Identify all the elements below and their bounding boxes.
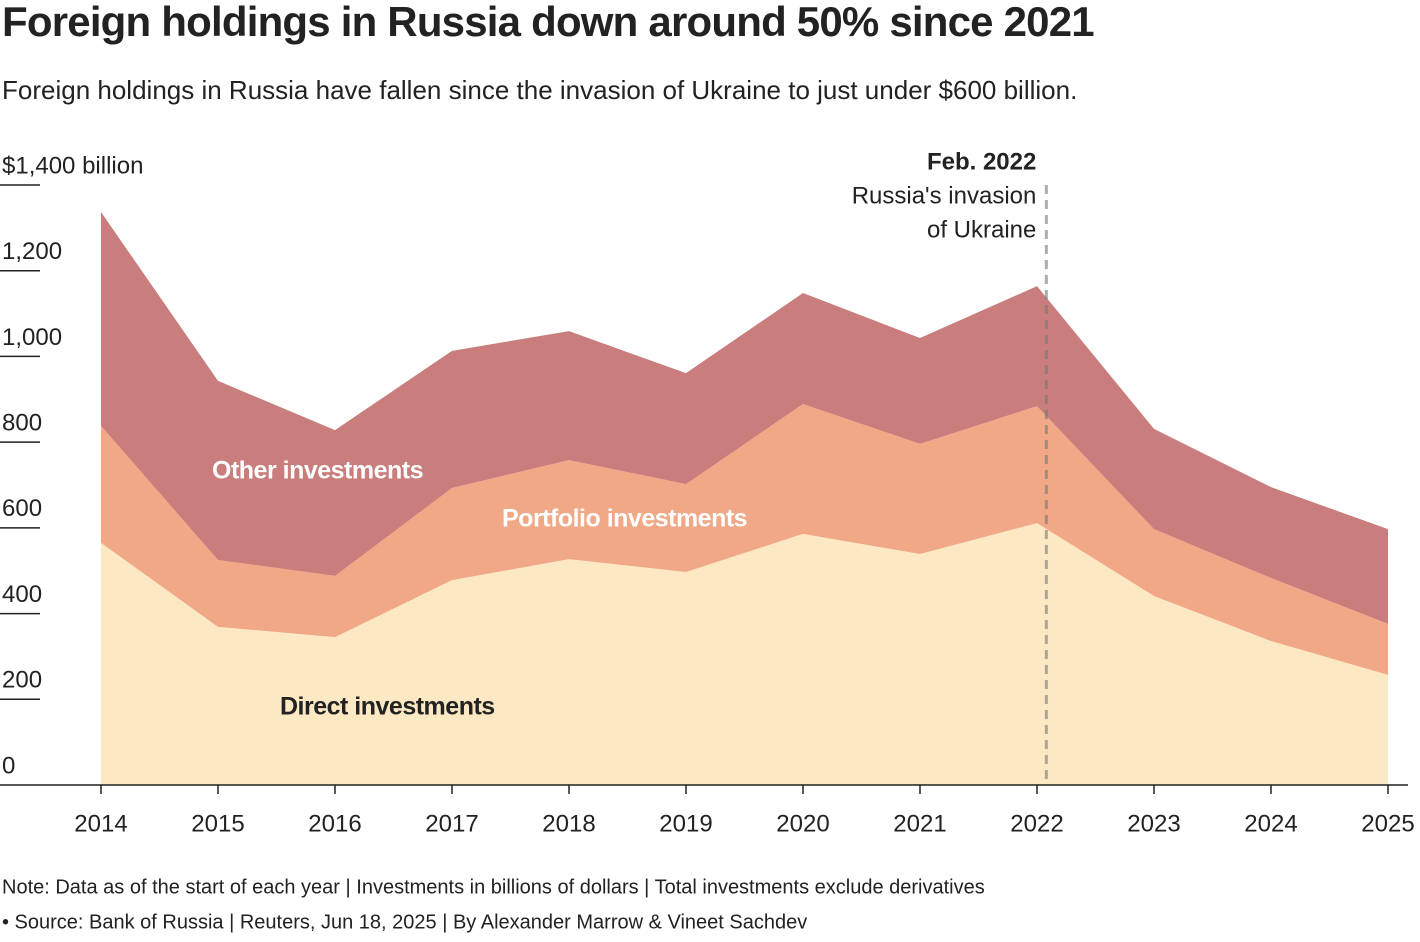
note: Note: Data as of the start of each year … [2, 876, 985, 898]
y-tick-label: 600 [2, 495, 42, 522]
x-tick-label: 2022 [1010, 810, 1063, 837]
y-tick-label: 800 [2, 409, 42, 436]
x-tick-label: 2019 [659, 810, 712, 837]
annotation-text: of Ukraine [927, 216, 1036, 243]
y-tick-label: 1,000 [2, 324, 62, 351]
x-tick-label: 2023 [1127, 810, 1180, 837]
x-tick-label: 2020 [776, 810, 829, 837]
x-tick-label: 2021 [893, 810, 946, 837]
area [101, 212, 1388, 624]
annotation-label: Feb. 2022 [927, 148, 1036, 175]
y-tick-label: $1,400 billion [2, 152, 143, 179]
area [101, 404, 1388, 675]
series-label: Other investments [212, 457, 423, 485]
x-tick-label: 2024 [1244, 810, 1297, 837]
y-tick-label: 1,200 [2, 238, 62, 265]
y-tick-label: 200 [2, 667, 42, 694]
chart-title: Foreign holdings in Russia down around 5… [2, 0, 1094, 45]
y-tick-label: 400 [2, 581, 42, 608]
annotation-text: Russia's invasion [852, 182, 1037, 209]
x-tick-label: 2015 [191, 810, 244, 837]
series-label: Direct investments [280, 693, 495, 721]
y-tick-label: 0 [2, 752, 15, 779]
x-tick-label: 2014 [74, 810, 127, 837]
source: • Source: Bank of Russia | Reuters, Jun … [2, 911, 807, 933]
x-tick-label: 2018 [542, 810, 595, 837]
x-tick-label: 2016 [308, 810, 361, 837]
area [101, 523, 1388, 785]
x-tick-label: 2025 [1361, 810, 1414, 837]
x-tick-label: 2017 [425, 810, 478, 837]
series-label: Portfolio investments [502, 505, 747, 533]
chart-subtitle: Foreign holdings in Russia have fallen s… [2, 75, 1077, 105]
